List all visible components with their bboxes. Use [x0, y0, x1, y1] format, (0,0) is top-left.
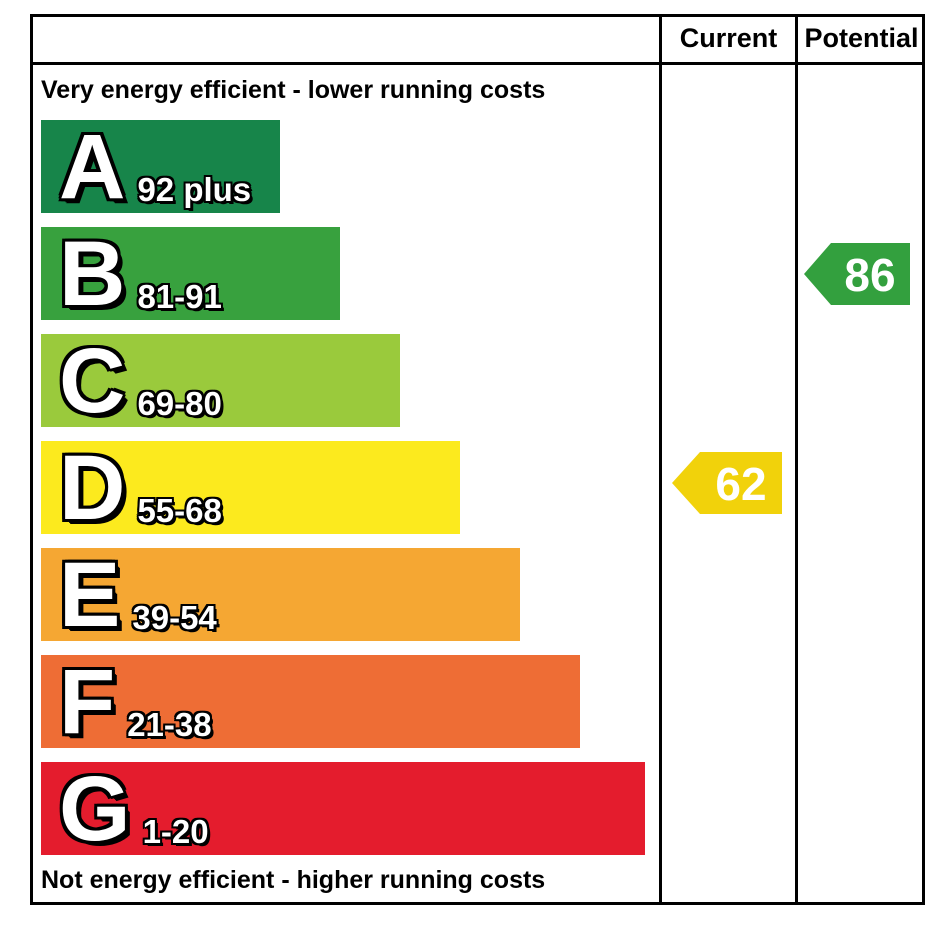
- band-row-a: A 92 plus: [41, 120, 280, 213]
- band-row-b: B 81-91: [41, 227, 340, 320]
- band-row-f: F 21-38: [41, 655, 580, 748]
- potential-rating-arrow: 86: [804, 243, 910, 305]
- band-row-e: E 39-54: [41, 548, 520, 641]
- band-row-c: C 69-80: [41, 334, 400, 427]
- band-letter-f: F: [59, 651, 116, 753]
- top-caption: Very energy efficient - lower running co…: [41, 76, 546, 104]
- table-border: [30, 14, 925, 905]
- band-letter-a: A: [59, 116, 126, 218]
- column-divider-potential: [795, 14, 798, 905]
- current-arrow-shape: [672, 452, 782, 514]
- current-column-header: Current: [679, 22, 778, 53]
- band-range-a: 92 plus: [137, 171, 252, 208]
- header-divider: [30, 62, 925, 65]
- band-letter-g: G: [59, 758, 131, 860]
- band-letter-b: B: [59, 223, 126, 325]
- band-range-b: 81-91: [137, 278, 222, 315]
- band-letter-d: D: [59, 437, 126, 539]
- band-range-g: 1-20: [142, 813, 209, 850]
- potential-rating-value: 86: [844, 249, 895, 301]
- band-letter-c: C: [59, 330, 126, 432]
- band-range-e: 39-54: [132, 599, 217, 636]
- band-range-f: 21-38: [127, 706, 212, 743]
- potential-column-header: Potential: [804, 22, 919, 53]
- band-range-d: 55-68: [137, 492, 222, 529]
- bottom-caption: Not energy efficient - higher running co…: [41, 866, 546, 894]
- current-rating-arrow: 62: [672, 452, 782, 514]
- band-row-g: G 1-20: [41, 762, 645, 855]
- band-row-d: D 55-68: [41, 441, 460, 534]
- band-range-c: 69-80: [137, 385, 222, 422]
- column-divider-current: [659, 14, 662, 905]
- band-letter-e: E: [59, 544, 121, 646]
- current-rating-value: 62: [715, 458, 766, 510]
- potential-arrow-shape: [804, 243, 910, 305]
